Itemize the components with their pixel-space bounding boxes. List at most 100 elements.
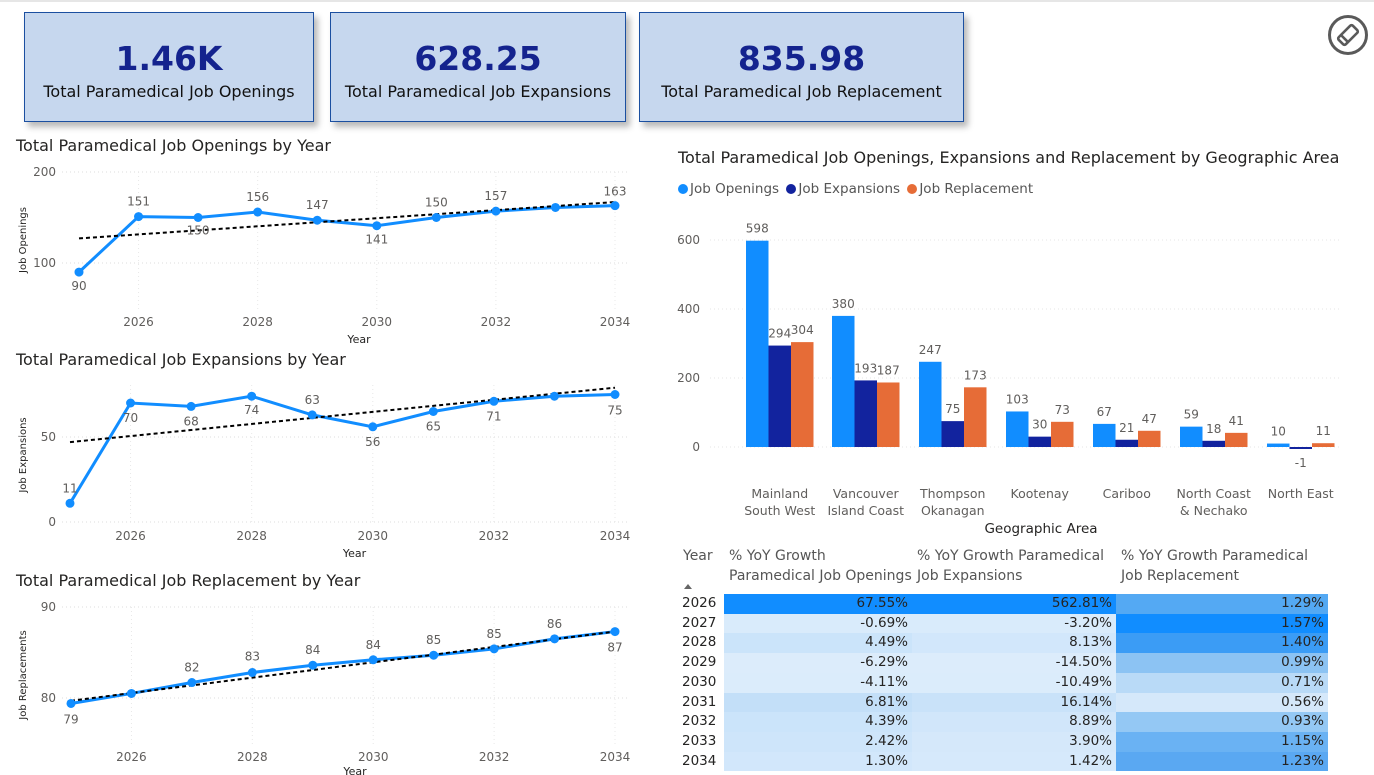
kpi-label: Total Paramedical Job Replacement bbox=[661, 82, 942, 101]
growth-cell: 0.99% bbox=[1116, 653, 1328, 673]
x-tick-label: 2030 bbox=[358, 750, 389, 764]
category-label: & Nechako bbox=[1180, 503, 1248, 518]
growth-cell: -0.69% bbox=[724, 613, 912, 634]
y-tick-label: 80 bbox=[41, 691, 56, 705]
data-point bbox=[247, 391, 257, 401]
yoy-growth-matrix: 2026 67.55% 562.81% 1.29% 2027 -0.69% -3.20% 1.… bbox=[677, 594, 1328, 772]
growth-cell: 0.71% bbox=[1116, 672, 1328, 693]
data-label: 86 bbox=[547, 617, 562, 631]
trend-line bbox=[69, 386, 616, 444]
bar-job-replacement bbox=[1051, 421, 1074, 447]
growth-cell: 3.90% bbox=[912, 731, 1116, 752]
growth-cell: 67.55% bbox=[724, 594, 912, 614]
growth-cell: 8.13% bbox=[912, 633, 1116, 654]
data-point bbox=[253, 207, 263, 217]
data-point bbox=[308, 660, 318, 670]
x-tick-label: 2028 bbox=[237, 750, 268, 764]
table-row[interactable]: 2028 4.49% 8.13% 1.40% bbox=[677, 633, 1328, 654]
year-cell: 2028 bbox=[682, 634, 717, 651]
y-tick-label: 90 bbox=[41, 600, 56, 614]
x-tick-label: 2032 bbox=[481, 315, 512, 329]
bar-job-openings bbox=[746, 240, 769, 447]
data-point bbox=[610, 627, 620, 637]
data-label: 156 bbox=[246, 190, 269, 204]
pencil-edit-icon bbox=[1336, 23, 1360, 47]
trend-line bbox=[70, 630, 616, 702]
category-label: North East bbox=[1268, 486, 1334, 501]
data-point bbox=[489, 396, 499, 406]
x-tick-label: 2026 bbox=[115, 529, 146, 543]
bar-data-label: 30 bbox=[1032, 418, 1047, 432]
series-line bbox=[68, 393, 616, 505]
table-row[interactable]: 2027 -0.69% -3.20% 1.57% bbox=[677, 613, 1328, 634]
top-border bbox=[0, 0, 1374, 2]
bar-data-label: 75 bbox=[945, 402, 960, 416]
y-tick-label: 200 bbox=[33, 165, 56, 179]
bar-job-expansions bbox=[1028, 436, 1051, 447]
legend-dot-icon bbox=[678, 184, 688, 194]
bar-job-openings bbox=[1180, 426, 1203, 447]
table-row[interactable]: 2033 2.42% 3.90% 1.15% bbox=[677, 731, 1328, 752]
table-row[interactable]: 2034 1.30% 1.42% 1.23% bbox=[677, 751, 1328, 772]
table-row[interactable]: 2030 -4.11% -10.49% 0.71% bbox=[677, 672, 1328, 693]
table-row[interactable]: 2029 -6.29% -14.50% 0.99% bbox=[677, 653, 1328, 673]
bar-job-expansions bbox=[941, 421, 964, 447]
legend-dot-icon bbox=[907, 184, 918, 194]
data-point bbox=[65, 498, 75, 508]
data-label: 79 bbox=[63, 712, 78, 726]
bar-data-label: 18 bbox=[1206, 422, 1221, 436]
table-row[interactable]: 2031 6.81% 16.14% 0.56% bbox=[677, 692, 1328, 713]
bar-data-label: 193 bbox=[854, 361, 877, 375]
growth-cell: 1.42% bbox=[912, 751, 1116, 772]
growth-cell: 16.14% bbox=[912, 692, 1116, 713]
data-label: 71 bbox=[486, 409, 501, 423]
kpi-value: 628.25 bbox=[414, 39, 542, 78]
data-point bbox=[610, 201, 620, 211]
data-label: 84 bbox=[305, 643, 320, 657]
data-label: 75 bbox=[607, 404, 622, 418]
openings-chart-title: Total Paramedical Job Openings by Year bbox=[16, 136, 331, 155]
year-cell: 2031 bbox=[682, 693, 717, 710]
matrix-header-openings[interactable]: % YoY Growth Paramedical Job Openings bbox=[729, 546, 912, 586]
bar-data-label: 47 bbox=[1142, 412, 1157, 426]
kpi-value: 835.98 bbox=[737, 39, 866, 78]
series-line bbox=[77, 204, 616, 274]
kpi-label: Total Paramedical Job Openings bbox=[43, 82, 295, 101]
legend-label: Job Replacement bbox=[919, 181, 1034, 197]
category-label: Kootenay bbox=[1011, 486, 1070, 501]
growth-cell: 0.93% bbox=[1116, 712, 1328, 732]
growth-cell: 4.49% bbox=[724, 633, 912, 654]
matrix-header-expansions[interactable]: % YoY Growth Paramedical Job Expansions bbox=[917, 546, 1104, 586]
bar-data-label: 73 bbox=[1055, 403, 1070, 417]
category-label: Mainland bbox=[751, 486, 808, 501]
data-label: 85 bbox=[486, 627, 501, 641]
table-row[interactable]: 2026 67.55% 562.81% 1.29% bbox=[677, 594, 1328, 614]
data-point bbox=[193, 213, 203, 222]
legend-item-openings[interactable]: Job Openings bbox=[678, 181, 779, 197]
y-tick-label: 400 bbox=[677, 302, 700, 316]
bar-data-label: 21 bbox=[1119, 421, 1134, 435]
y-tick-label: 0 bbox=[692, 440, 700, 454]
growth-cell: 4.39% bbox=[724, 712, 912, 732]
bar-data-label: 103 bbox=[1006, 392, 1029, 406]
matrix-header-year[interactable]: Year bbox=[683, 548, 713, 564]
legend-dot-icon bbox=[786, 184, 797, 194]
bar-job-openings bbox=[1093, 423, 1116, 447]
y-axis-title: Job Replacements bbox=[18, 630, 29, 721]
legend-item-expansions[interactable]: Job Expansions bbox=[786, 181, 900, 197]
sort-ascending-icon[interactable] bbox=[684, 584, 692, 589]
bar-data-label: 10 bbox=[1271, 425, 1286, 439]
edit-button[interactable] bbox=[1328, 15, 1368, 55]
header-line: Job Replacement bbox=[1121, 568, 1240, 584]
legend-item-replacement[interactable]: Job Replacement bbox=[907, 181, 1033, 197]
data-point bbox=[489, 644, 499, 654]
growth-cell: -10.49% bbox=[912, 672, 1116, 693]
table-row[interactable]: 2032 4.39% 8.89% 0.93% bbox=[677, 712, 1328, 732]
data-label: 87 bbox=[607, 641, 622, 655]
data-label: 84 bbox=[366, 638, 381, 652]
bar-data-label: -1 bbox=[1295, 456, 1307, 470]
category-label: South West bbox=[744, 503, 815, 518]
growth-cell: 1.15% bbox=[1116, 731, 1328, 752]
matrix-header-replacement[interactable]: % YoY Growth Paramedical Job Replacement bbox=[1121, 546, 1308, 586]
year-cell: 2030 bbox=[682, 673, 717, 690]
